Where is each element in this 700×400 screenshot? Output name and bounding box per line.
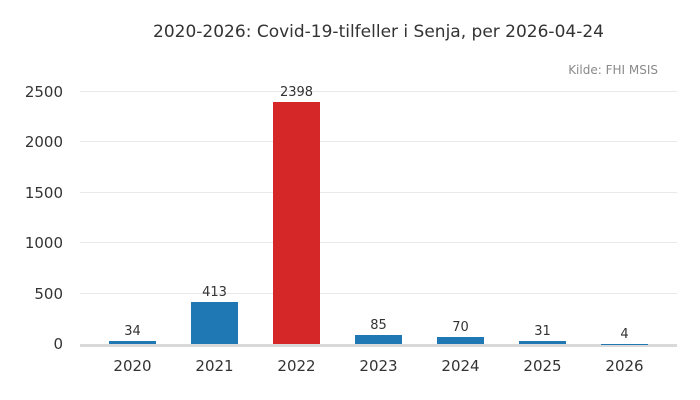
x-tick-label: 2026 — [605, 357, 644, 375]
bar-2025 — [519, 340, 566, 344]
gridline — [80, 91, 677, 92]
value-label: 413 — [202, 285, 227, 301]
y-tick-label: 500 — [34, 284, 63, 303]
bar-2023 — [355, 335, 402, 344]
bar-2024 — [437, 336, 484, 344]
y-tick-label: 0 — [53, 335, 63, 353]
source-note: Kilde: FHI MSIS — [568, 63, 658, 77]
value-label: 2398 — [279, 85, 314, 101]
x-axis-line — [80, 344, 677, 347]
bar-2022 — [273, 102, 320, 344]
y-tick-label: 2500 — [24, 83, 63, 101]
y-tick-label: 1500 — [24, 183, 63, 202]
value-label: 85 — [370, 318, 387, 334]
value-label: 34 — [124, 323, 141, 339]
bar-2020 — [109, 340, 156, 344]
x-tick-label: 2021 — [195, 357, 234, 375]
bar-2021 — [191, 302, 238, 344]
y-axis-labels: 0 500 1000 1500 2000 2500 — [0, 83, 63, 353]
gridline — [80, 292, 677, 294]
y-tick-label: 1000 — [24, 234, 63, 253]
x-tick-label: 2023 — [359, 357, 398, 375]
value-label: 4 — [620, 326, 629, 342]
x-tick-label: 2025 — [523, 357, 562, 375]
plot-area: 34 2020 413 2021 2398 2022 85 2023 70 2024 31 2025 4… — [80, 85, 677, 375]
x-tick-label: 2022 — [277, 357, 316, 375]
value-label: 31 — [534, 323, 551, 339]
gridline — [80, 141, 677, 143]
chart-title: 2020-2026: Covid-19-tilfeller i Senja, p… — [153, 22, 604, 42]
gridline — [80, 191, 677, 193]
gridline — [80, 242, 677, 244]
x-tick-label: 2024 — [441, 357, 480, 375]
y-tick-label: 2000 — [24, 133, 63, 152]
x-tick-label: 2020 — [113, 357, 152, 375]
value-label: 70 — [452, 319, 469, 335]
